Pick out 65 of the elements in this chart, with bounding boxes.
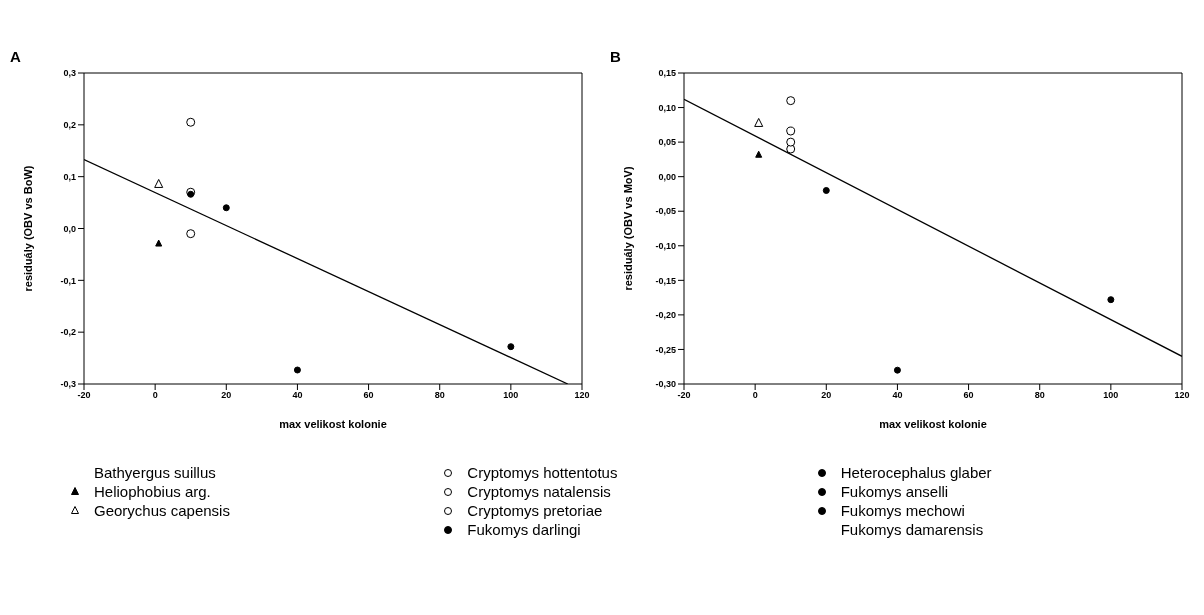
y-tick-label: 0,10 bbox=[658, 102, 676, 113]
point bbox=[222, 204, 230, 212]
y-tick-label: -0,05 bbox=[655, 206, 676, 217]
x-tick-label: 0 bbox=[752, 390, 758, 401]
x-tick-label: 80 bbox=[1034, 390, 1045, 401]
y-tick-label: 0,3 bbox=[63, 68, 76, 79]
y-tick-label: -0,15 bbox=[655, 275, 676, 286]
legend-label: Cryptomys natalensis bbox=[467, 483, 611, 500]
y-tick-label: 0,1 bbox=[63, 171, 76, 182]
y-axis-title: residuály (OBV vs MoV) bbox=[621, 166, 634, 291]
point bbox=[786, 96, 796, 106]
x-tick-label: 0 bbox=[152, 390, 158, 401]
chart-title: A bbox=[10, 48, 21, 65]
x-tick-label: 40 bbox=[892, 390, 903, 401]
y-tick-label: -0,10 bbox=[655, 240, 676, 251]
x-tick-label: 120 bbox=[1174, 390, 1190, 401]
x-tick-label: -20 bbox=[77, 390, 91, 401]
chart-title: B bbox=[610, 48, 621, 65]
point bbox=[786, 126, 796, 136]
y-tick-label: -0,25 bbox=[655, 344, 676, 355]
y-tick-label: -0,2 bbox=[60, 327, 76, 338]
x-tick-label: 40 bbox=[292, 390, 303, 401]
y-axis-title: residuály (OBV vs BoW) bbox=[21, 165, 34, 292]
x-axis-title: max velikost kolonie bbox=[879, 418, 987, 430]
x-tick-label: 20 bbox=[221, 390, 232, 401]
legend-label: Fukomys darlingi bbox=[467, 521, 581, 538]
x-tick-label: 120 bbox=[574, 390, 590, 401]
point bbox=[755, 150, 763, 158]
point bbox=[186, 229, 196, 239]
y-tick-label: -0,3 bbox=[60, 379, 76, 390]
legend-label: Cryptomys pretoriae bbox=[467, 502, 603, 519]
y-tick-label: -0,20 bbox=[655, 310, 676, 321]
legend-label: Fukomys anselli bbox=[840, 483, 949, 500]
x-tick-label: 20 bbox=[821, 390, 832, 401]
y-tick-label: 0,2 bbox=[63, 120, 76, 131]
x-tick-label: 80 bbox=[434, 390, 445, 401]
x-tick-label: 100 bbox=[1103, 390, 1119, 401]
x-tick-label: 60 bbox=[963, 390, 974, 401]
y-tick-label: 0,00 bbox=[658, 171, 676, 182]
y-tick-label: -0,1 bbox=[60, 275, 76, 286]
x-axis-title: max velikost kolonie bbox=[279, 418, 387, 430]
x-tick-label: 60 bbox=[363, 390, 374, 401]
y-tick-label: 0,15 bbox=[658, 68, 676, 79]
legend-label: Heliophobius arg. bbox=[94, 483, 211, 500]
point bbox=[154, 178, 164, 188]
y-tick-label: 0,05 bbox=[658, 137, 676, 148]
point bbox=[507, 343, 515, 351]
point bbox=[893, 366, 901, 374]
point bbox=[155, 239, 163, 247]
legend-label: Heterocephalus glaber bbox=[840, 464, 992, 481]
legend-label: Fukomys mechowi bbox=[840, 502, 965, 519]
x-tick-label: -20 bbox=[677, 390, 691, 401]
point bbox=[1107, 296, 1115, 304]
legend-label: Bathyergus suillus bbox=[94, 464, 216, 481]
point bbox=[186, 117, 196, 127]
y-tick-label: 0,0 bbox=[63, 223, 76, 234]
point bbox=[786, 137, 796, 147]
point bbox=[822, 186, 830, 194]
legend-label: Fukomys damarensis bbox=[840, 521, 984, 538]
legend-label: Georychus capensis bbox=[94, 502, 230, 519]
point bbox=[754, 117, 764, 127]
point bbox=[293, 366, 301, 374]
legend-label: Cryptomys hottentotus bbox=[467, 464, 618, 481]
x-tick-label: 100 bbox=[503, 390, 519, 401]
y-tick-label: -0,30 bbox=[655, 379, 676, 390]
